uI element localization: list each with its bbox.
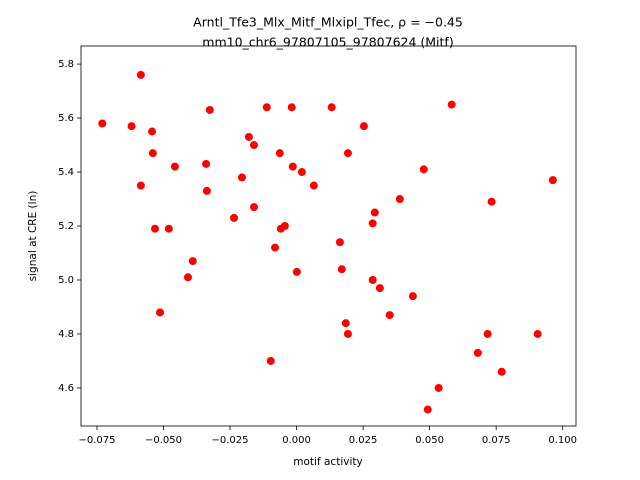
point bbox=[275, 149, 284, 158]
point bbox=[368, 219, 377, 228]
point bbox=[548, 176, 557, 185]
point bbox=[370, 208, 379, 217]
x-tick-label: −0.075 bbox=[78, 435, 115, 446]
y-tick-label: 5.4 bbox=[58, 167, 74, 178]
point bbox=[266, 356, 275, 365]
point bbox=[127, 122, 136, 131]
x-tick-label: −0.050 bbox=[145, 435, 182, 446]
point bbox=[368, 275, 377, 284]
point bbox=[288, 162, 297, 171]
y-tick-label: 5.2 bbox=[58, 221, 74, 232]
point bbox=[205, 105, 214, 114]
point bbox=[327, 103, 336, 112]
point bbox=[238, 173, 247, 182]
point bbox=[249, 141, 258, 150]
point bbox=[183, 273, 192, 282]
point bbox=[202, 159, 211, 168]
point bbox=[271, 243, 280, 252]
x-tick-label: 0.050 bbox=[415, 435, 444, 446]
y-tick-label: 4.6 bbox=[58, 383, 74, 394]
point bbox=[434, 383, 443, 392]
point bbox=[341, 319, 350, 328]
x-axis-label: motif activity bbox=[293, 456, 362, 468]
point bbox=[249, 203, 258, 212]
point bbox=[483, 329, 492, 338]
y-tick-label: 5.6 bbox=[58, 113, 74, 124]
x-tick-label: 0.025 bbox=[349, 435, 378, 446]
plot-frame bbox=[80, 45, 577, 427]
x-tick-label: 0.000 bbox=[282, 435, 311, 446]
point bbox=[337, 265, 346, 274]
y-tick-label: 5.0 bbox=[58, 275, 74, 286]
point bbox=[170, 162, 179, 171]
point bbox=[395, 195, 404, 204]
point bbox=[297, 168, 306, 177]
point bbox=[423, 405, 432, 414]
point bbox=[408, 292, 417, 301]
point bbox=[188, 257, 197, 266]
chart-title: Arntl_Tfe3_Mlx_Mitf_Mlxipl_Tfec, ρ = −0.… bbox=[193, 15, 463, 30]
point bbox=[473, 348, 482, 357]
point bbox=[148, 127, 157, 136]
point bbox=[98, 119, 107, 128]
x-tick-label: 0.075 bbox=[482, 435, 511, 446]
point bbox=[230, 213, 239, 222]
point bbox=[244, 132, 253, 141]
point bbox=[487, 197, 496, 206]
point bbox=[375, 284, 384, 293]
point bbox=[533, 329, 542, 338]
point bbox=[447, 100, 456, 109]
x-tick-label: 0.100 bbox=[548, 435, 577, 446]
point bbox=[419, 165, 428, 174]
point bbox=[287, 103, 296, 112]
point bbox=[262, 103, 271, 112]
point bbox=[136, 181, 145, 190]
y-axis-label: signal at CRE (ln) bbox=[27, 191, 39, 282]
point bbox=[156, 308, 165, 317]
y-tick-label: 4.8 bbox=[58, 329, 74, 340]
point bbox=[343, 149, 352, 158]
point bbox=[148, 149, 157, 158]
point bbox=[497, 367, 506, 376]
x-tick-label: −0.025 bbox=[212, 435, 249, 446]
point bbox=[335, 238, 344, 247]
point bbox=[202, 186, 211, 195]
point bbox=[359, 122, 368, 131]
point bbox=[343, 329, 352, 338]
point bbox=[280, 222, 289, 231]
point bbox=[136, 70, 145, 79]
point bbox=[292, 267, 301, 276]
y-tick-label: 5.8 bbox=[58, 59, 74, 70]
point bbox=[385, 311, 394, 320]
point bbox=[150, 224, 159, 233]
chart-subtitle: mm10_chr6_97807105_97807624 (Mitf) bbox=[202, 35, 453, 50]
point bbox=[164, 224, 173, 233]
point bbox=[309, 181, 318, 190]
